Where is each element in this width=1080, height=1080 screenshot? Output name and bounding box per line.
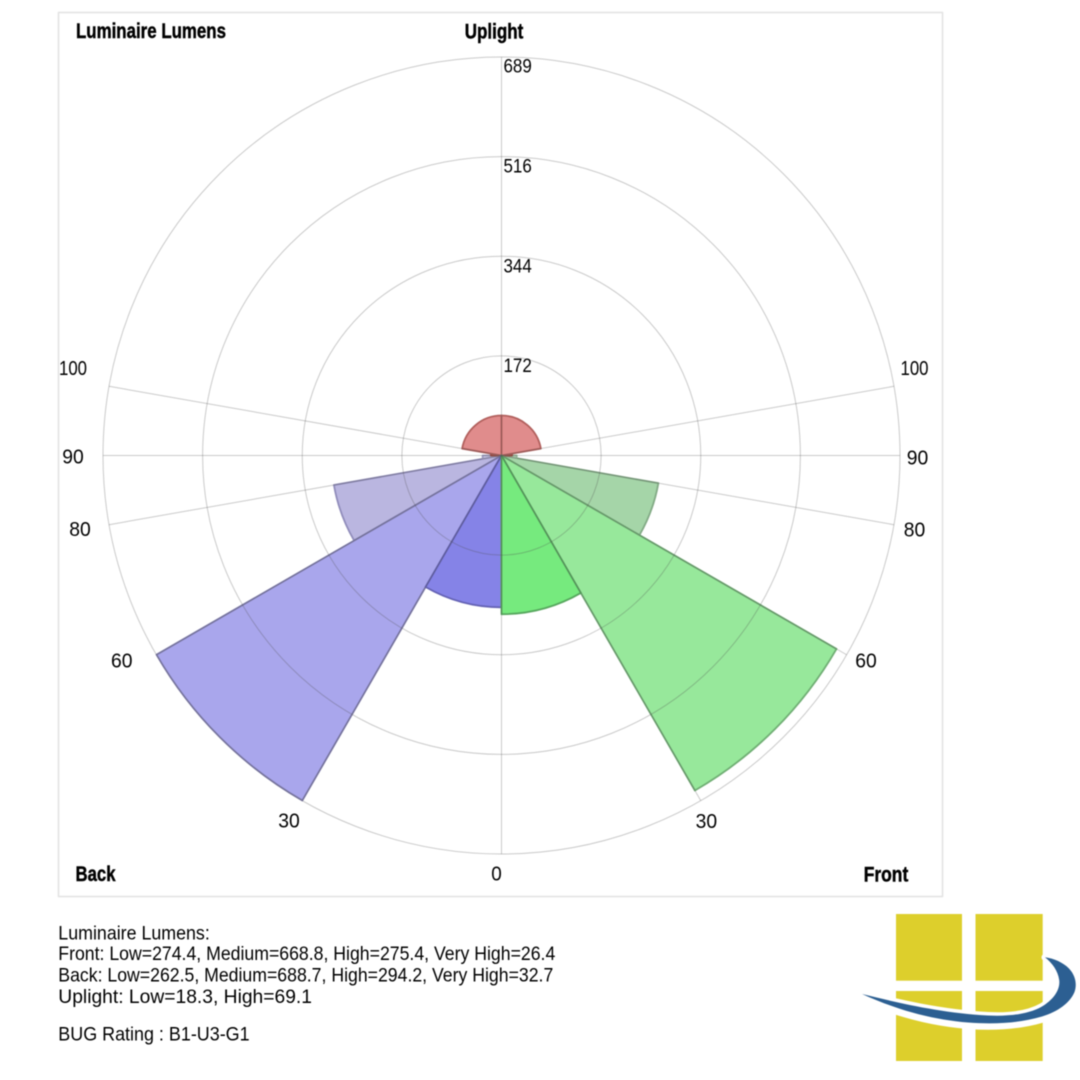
svg-text:60: 60 [855, 649, 877, 672]
svg-text:90: 90 [907, 447, 929, 470]
svg-text:100: 100 [901, 357, 929, 380]
svg-text:Back: Low=262.5, Medium=688.7,: Back: Low=262.5, Medium=688.7, High=294.… [58, 965, 553, 987]
svg-text:172: 172 [504, 355, 532, 377]
svg-text:Luminaire Lumens:: Luminaire Lumens: [58, 923, 210, 945]
svg-text:0: 0 [491, 862, 502, 885]
svg-text:Uplight: Low=18.3, High=69.1: Uplight: Low=18.3, High=69.1 [58, 986, 312, 1008]
svg-text:80: 80 [904, 519, 926, 542]
svg-text:80: 80 [69, 518, 91, 541]
svg-text:Back: Back [76, 863, 116, 886]
svg-text:344: 344 [504, 255, 532, 277]
svg-text:689: 689 [504, 56, 532, 78]
svg-text:30: 30 [696, 810, 718, 833]
svg-text:516: 516 [504, 155, 532, 177]
svg-text:Luminaire Lumens: Luminaire Lumens [76, 20, 226, 43]
svg-text:60: 60 [111, 650, 133, 673]
svg-text:30: 30 [278, 809, 300, 832]
svg-text:Uplight: Uplight [465, 20, 524, 43]
svg-text:90: 90 [62, 445, 84, 468]
svg-text:Front: Low=274.4, Medium=668.8: Front: Low=274.4, Medium=668.8, High=275… [58, 943, 555, 965]
svg-text:100: 100 [59, 357, 87, 380]
svg-text:Front: Front [864, 864, 909, 887]
svg-text:BUG Rating : B1-U3-G1: BUG Rating : B1-U3-G1 [58, 1024, 249, 1046]
